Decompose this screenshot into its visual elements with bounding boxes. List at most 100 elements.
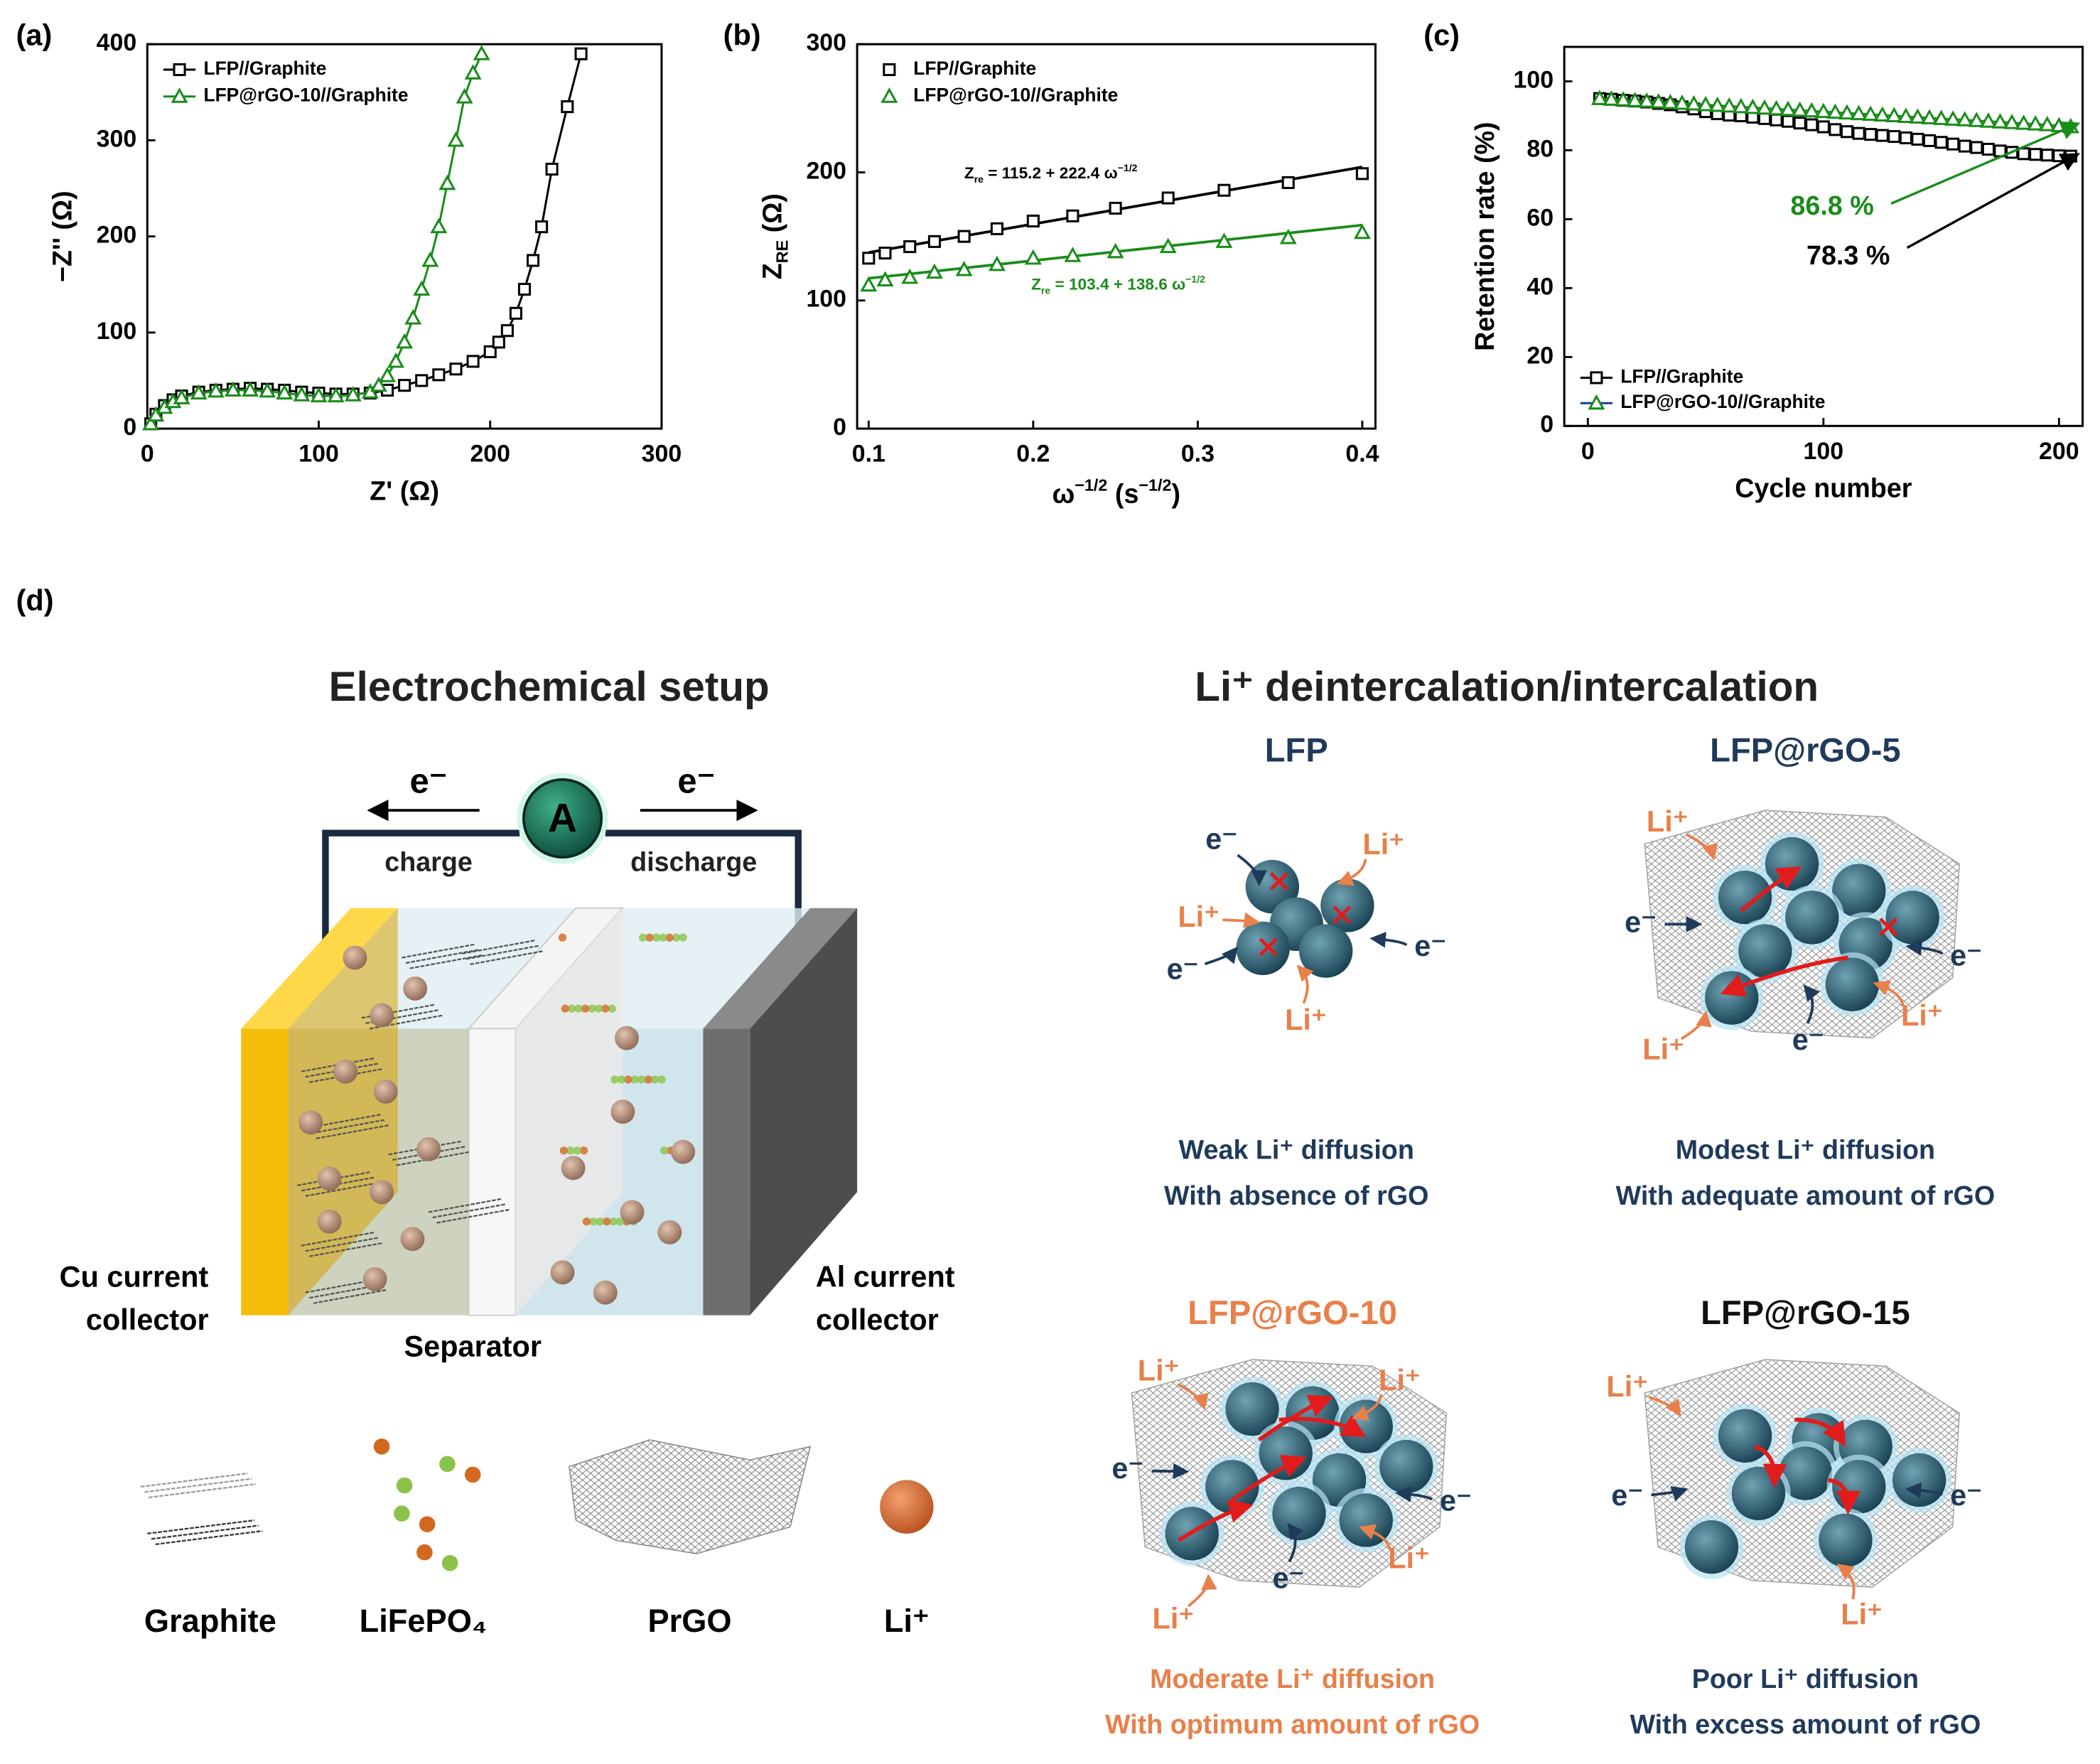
graphite-sheet <box>311 1119 386 1134</box>
electron-label: e⁻ <box>1111 1451 1143 1485</box>
lfp-atom <box>574 1004 583 1013</box>
li-label: Li⁺ <box>1285 1003 1327 1036</box>
flow-arrow <box>1395 1486 1433 1502</box>
marker <box>456 88 473 104</box>
fit-equation-part: = 115.2 + 222.4 ω <box>984 164 1118 182</box>
lfp-atom <box>561 1004 569 1013</box>
marker <box>492 335 505 349</box>
y-tick-label: 0 <box>833 414 846 441</box>
li-label: Li⁺ <box>1901 999 1943 1032</box>
marker <box>1911 132 1924 146</box>
li-label: Li⁺ <box>1138 1354 1180 1387</box>
x-tick-label: 0.3 <box>1181 441 1215 468</box>
panel-title: LFP <box>1265 731 1328 769</box>
caption: With excess amount of rGO <box>1630 1709 1981 1739</box>
annotation: 86.8 % <box>1790 190 1873 220</box>
marker <box>1353 223 1371 240</box>
marker <box>509 306 522 320</box>
li-ion <box>561 1156 586 1181</box>
marker <box>561 100 574 114</box>
marker <box>1805 118 1819 131</box>
flow-arrow <box>1336 859 1367 886</box>
graphite-sheet <box>155 1529 263 1546</box>
marker <box>1921 109 1939 124</box>
lfp-atom <box>588 1004 596 1013</box>
electron-label: e⁻ <box>1205 822 1237 855</box>
marker <box>1744 98 1762 114</box>
lfp-particle <box>1379 1439 1433 1494</box>
lfp-atom <box>589 1217 598 1226</box>
diffusion-arrow <box>1278 1414 1367 1438</box>
marker <box>1852 127 1865 140</box>
fit-equation-part: Z <box>1031 275 1041 293</box>
charge-label: charge <box>384 847 473 877</box>
marker <box>1106 242 1124 259</box>
flow-arrow <box>1188 1574 1217 1608</box>
electron-label: e⁻ <box>677 762 715 800</box>
marker <box>413 280 431 296</box>
y-axis-label: Retention rate (%) <box>1470 122 1499 350</box>
caption: With adequate amount of rGO <box>1616 1181 1996 1210</box>
marker <box>1838 104 1856 120</box>
y-tick-label: 100 <box>806 286 846 313</box>
marker <box>1217 183 1231 197</box>
marker <box>1779 100 1797 117</box>
lfp-atom <box>419 1516 436 1532</box>
lfp-atom <box>610 1075 619 1084</box>
li-ion <box>403 976 428 1001</box>
marker <box>242 381 259 397</box>
x-axis-label-part: ω <box>1052 478 1075 508</box>
li-ion <box>620 1200 645 1225</box>
legend-marker <box>1588 394 1605 410</box>
marker <box>173 389 190 404</box>
x-tick-label: 0 <box>1581 438 1595 465</box>
marker <box>1281 176 1295 189</box>
lfp-atom <box>394 1505 410 1522</box>
marker <box>370 376 387 392</box>
marker <box>415 374 429 387</box>
marker <box>396 333 414 349</box>
graphite-sheet <box>305 1181 379 1198</box>
electron-label: e⁻ <box>1950 1478 1982 1512</box>
blocked-mark <box>1879 918 1898 937</box>
diffusion-arrow <box>1794 1417 1846 1447</box>
graphite-sheet <box>151 1524 259 1540</box>
graphite-sheet <box>149 1483 257 1499</box>
marker <box>2038 116 2056 131</box>
annotation-arrow <box>1906 153 2081 249</box>
flow-arrow <box>1359 1524 1391 1550</box>
y-tick-label: 200 <box>806 157 846 184</box>
x-axis-label: Cycle number <box>1735 473 1912 503</box>
li-ion <box>416 1137 441 1161</box>
graphite-sheet <box>396 1151 470 1166</box>
marker <box>1840 125 1854 139</box>
lfp-atom <box>665 933 674 942</box>
al-top <box>703 908 858 1029</box>
marker <box>1159 237 1177 254</box>
lfp-particle <box>1731 1466 1786 1520</box>
marker <box>1697 95 1715 112</box>
marker <box>1721 97 1738 113</box>
li-ion <box>657 1220 682 1244</box>
flow-arrow <box>1352 1394 1383 1421</box>
marker <box>1355 167 1369 181</box>
diffusion-arrow <box>1257 1394 1334 1442</box>
marker <box>190 384 208 400</box>
marker <box>1981 142 1995 156</box>
prgo-icon <box>569 1439 812 1554</box>
lfp-particle <box>1825 957 1880 1011</box>
graphite-sheet <box>313 1289 387 1304</box>
marker <box>1708 96 1726 112</box>
lfp-atom <box>637 1075 646 1084</box>
cu-side <box>288 908 398 1316</box>
marker <box>1066 209 1079 222</box>
graphite-sheet <box>316 1124 390 1140</box>
marker <box>1862 105 1880 122</box>
cu-label: Cu current <box>60 1260 209 1294</box>
lfp-particle <box>1778 1446 1833 1500</box>
lfp-atom <box>617 1075 626 1084</box>
marker <box>1946 137 1960 151</box>
graphite-sheet <box>297 1171 372 1186</box>
